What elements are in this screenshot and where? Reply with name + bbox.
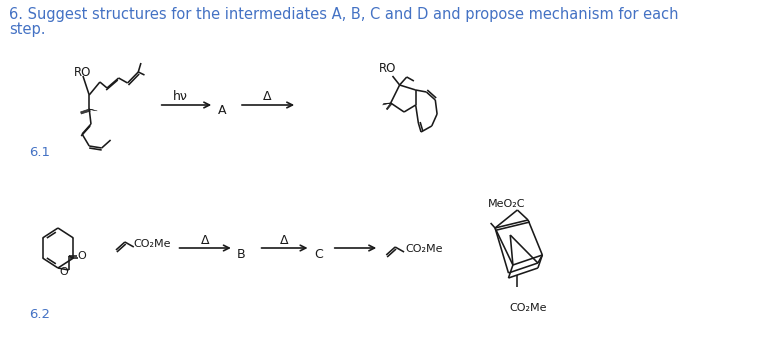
Text: B: B: [236, 247, 245, 261]
Text: step.: step.: [9, 22, 45, 37]
Text: C: C: [314, 247, 323, 261]
Text: CO₂Me: CO₂Me: [133, 239, 171, 249]
Text: A: A: [218, 104, 226, 118]
Text: Δ: Δ: [201, 234, 209, 246]
Text: RO: RO: [379, 61, 397, 74]
Text: Δ: Δ: [263, 91, 272, 103]
Text: O: O: [60, 267, 68, 277]
Text: MeO₂C: MeO₂C: [488, 199, 525, 209]
Text: 6. Suggest structures for the intermediates A, B, C and D and propose mechanism : 6. Suggest structures for the intermedia…: [9, 7, 679, 22]
Text: RO: RO: [74, 65, 91, 79]
Text: 6.2: 6.2: [29, 308, 51, 321]
Text: CO₂Me: CO₂Me: [405, 244, 443, 254]
Text: CO₂Me: CO₂Me: [509, 303, 547, 313]
Text: Δ: Δ: [280, 234, 289, 246]
Text: 6.1: 6.1: [29, 146, 51, 159]
Text: hν: hν: [173, 91, 188, 103]
Text: O: O: [77, 251, 87, 261]
